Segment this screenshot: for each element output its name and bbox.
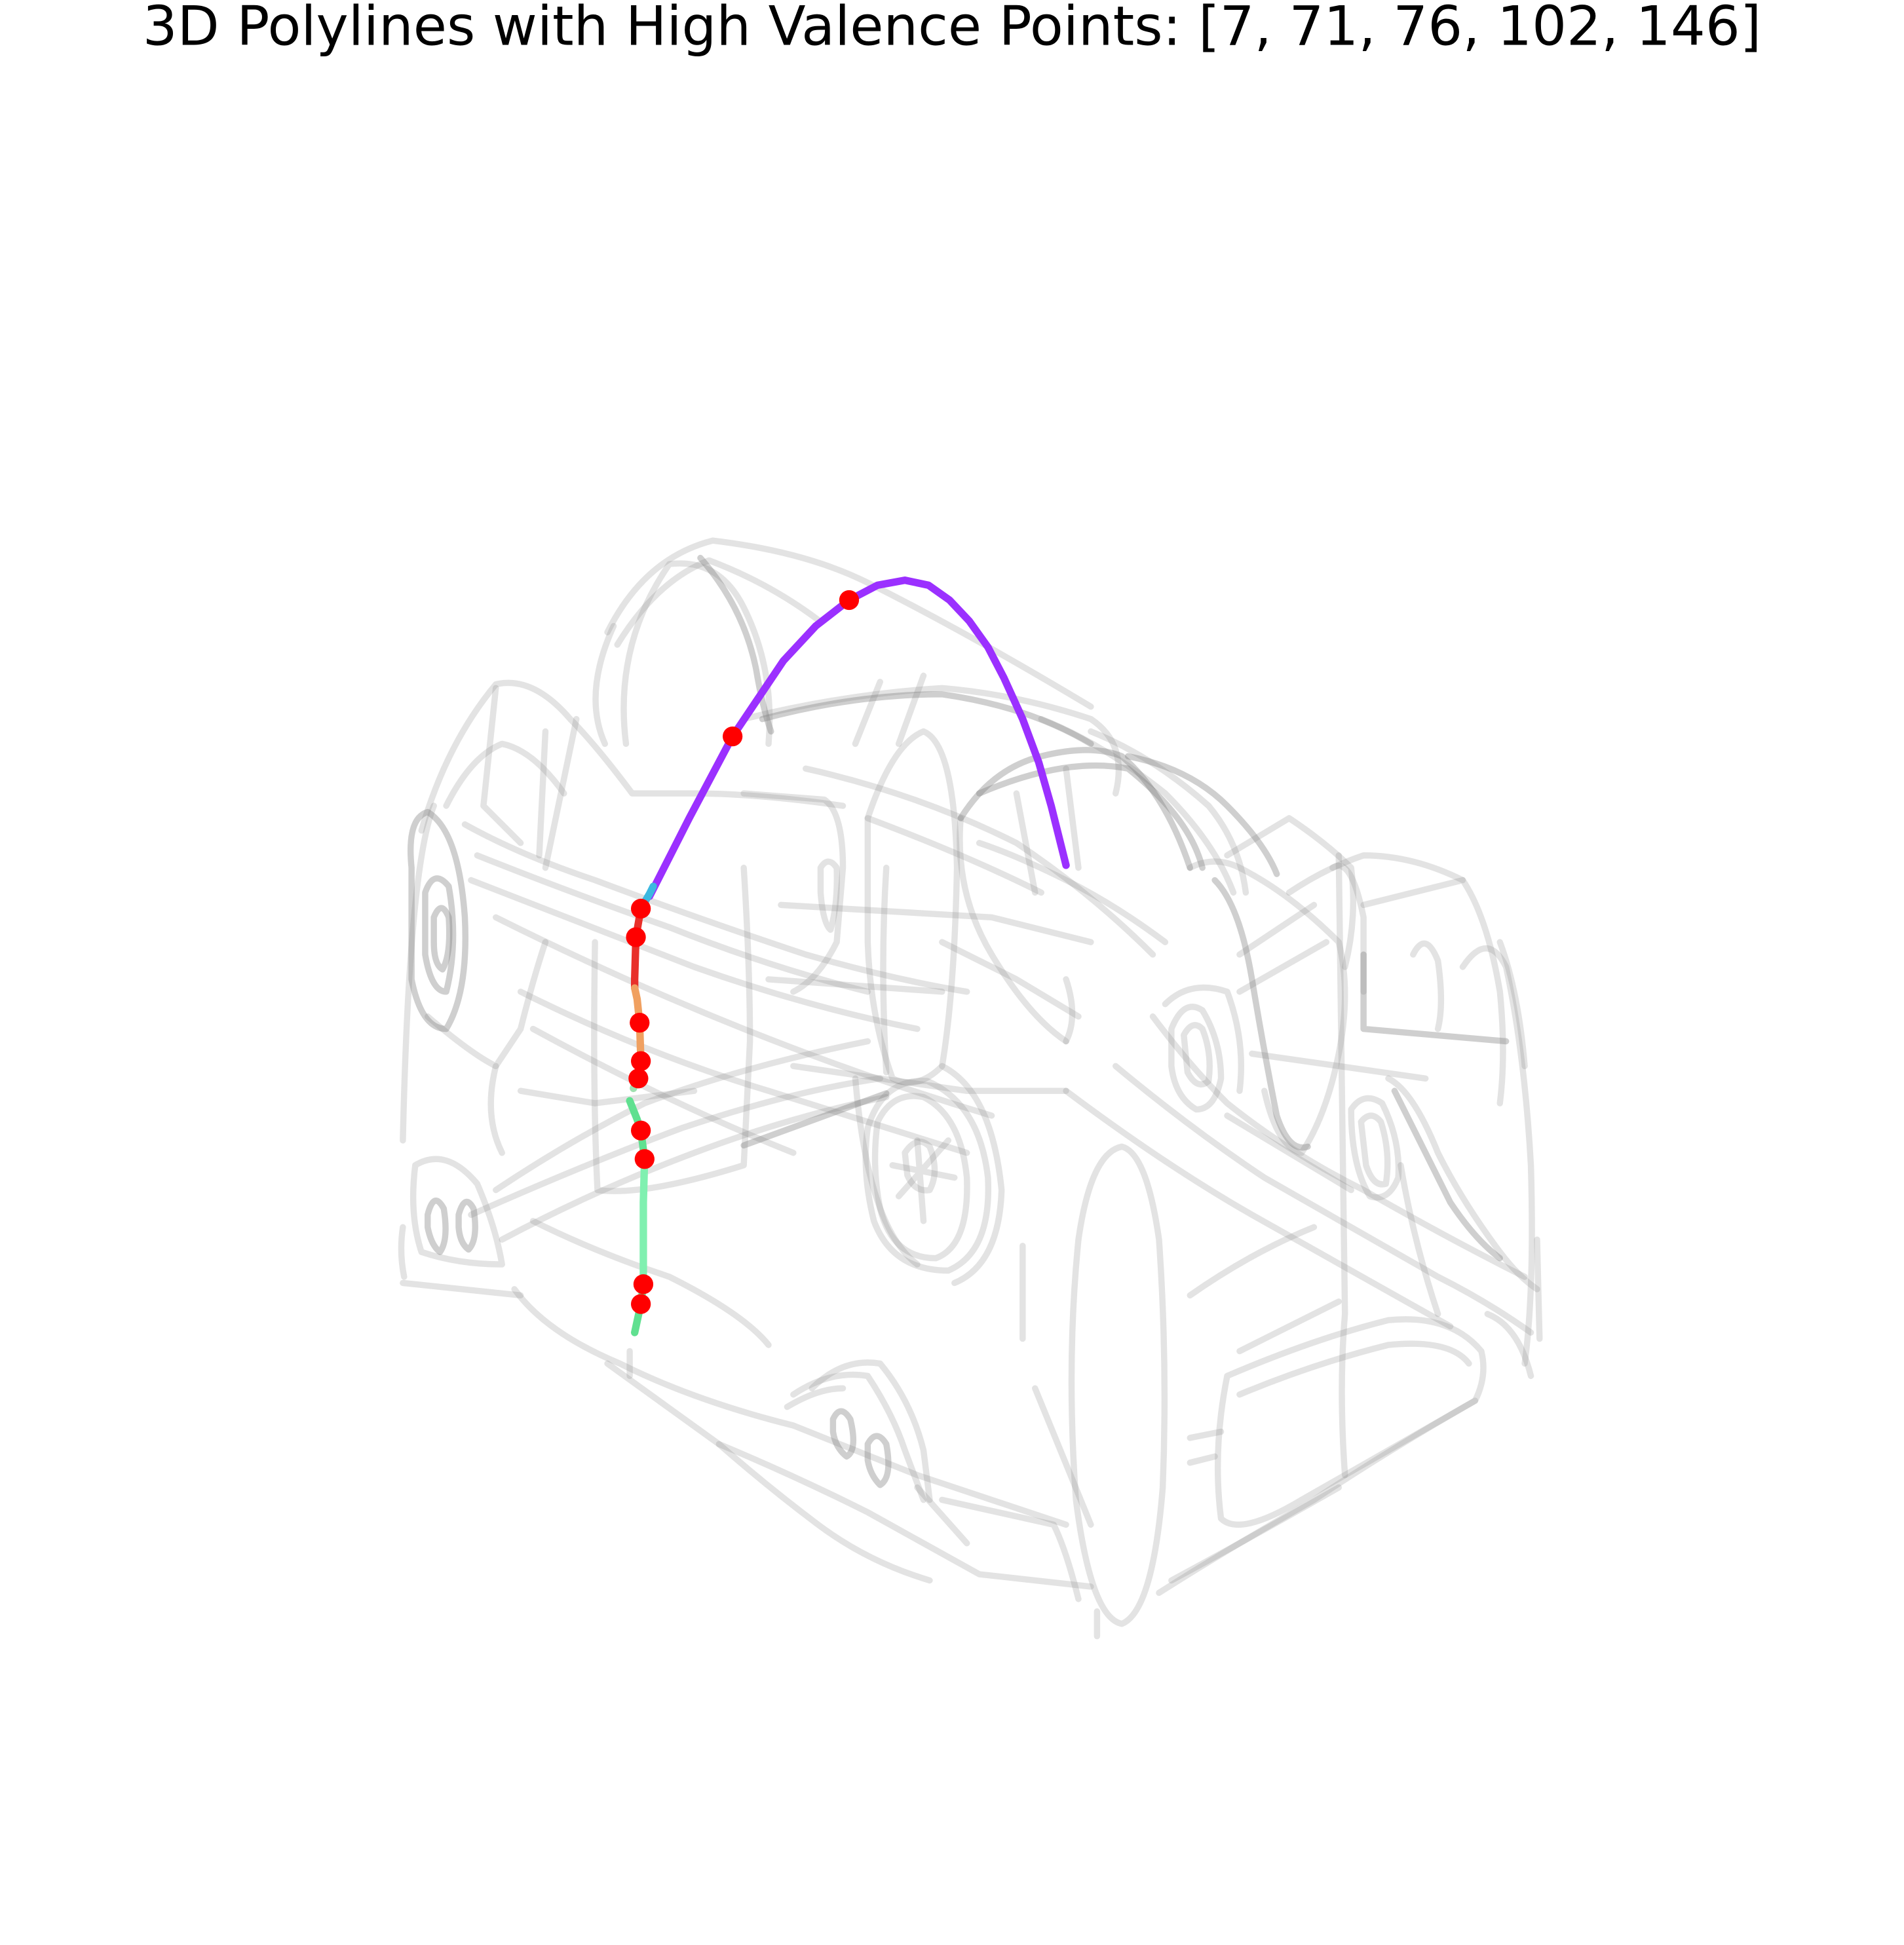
highlight-polyline-7 bbox=[639, 1155, 649, 1288]
high-valence-point-4 bbox=[626, 927, 646, 947]
high-valence-point-6 bbox=[630, 1051, 651, 1071]
high-valence-point-11 bbox=[630, 1294, 651, 1314]
highlight-polyline-4 bbox=[630, 984, 645, 1065]
high-valence-point-5 bbox=[630, 1012, 650, 1033]
high-valence-points bbox=[626, 590, 860, 1314]
chart-title: 3D Polylines with High Valence Points: [… bbox=[143, 0, 1762, 58]
high-valence-point-8 bbox=[630, 1120, 651, 1141]
context-sketch bbox=[398, 537, 1543, 1640]
highlight-polyline-1 bbox=[645, 576, 1070, 900]
highlight-polyline-3 bbox=[630, 905, 645, 992]
high-valence-point-7 bbox=[628, 1068, 649, 1089]
high-valence-point-3 bbox=[630, 898, 651, 919]
high-valence-point-9 bbox=[634, 1149, 655, 1169]
high-valence-point-2 bbox=[722, 726, 743, 747]
high-valence-point-1 bbox=[839, 590, 860, 611]
high-valence-point-10 bbox=[633, 1274, 654, 1294]
